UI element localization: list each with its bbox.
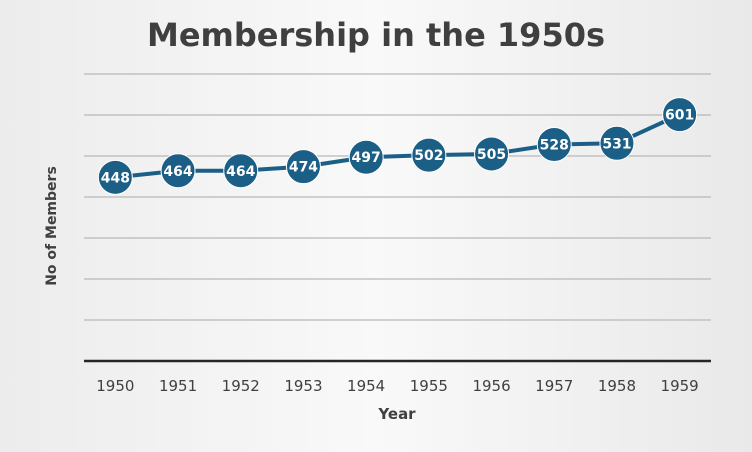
data-point (285, 149, 321, 185)
data-point (599, 125, 635, 161)
data-label: 601 (665, 108, 694, 124)
x-tick-label: 1952 (222, 377, 260, 395)
data-label: 464 (226, 164, 255, 180)
data-point (97, 159, 133, 195)
x-axis-label: Year (378, 405, 416, 423)
x-tick-label: 1959 (661, 377, 699, 395)
x-tick-label: 1957 (535, 377, 573, 395)
data-label: 528 (540, 138, 569, 154)
x-tick-label: 1951 (159, 377, 197, 395)
data-point (223, 153, 259, 189)
data-point (536, 127, 572, 163)
x-tick-label: 1954 (347, 377, 385, 395)
data-point (662, 97, 698, 133)
chart-title: Membership in the 1950s (146, 16, 606, 54)
x-tick-label: 1953 (284, 377, 322, 395)
data-point (474, 136, 510, 172)
data-label: 531 (602, 136, 631, 152)
data-point (411, 137, 447, 173)
x-tick-label: 1956 (472, 377, 510, 395)
data-point (160, 153, 196, 189)
data-label: 502 (414, 148, 443, 164)
data-label: 448 (101, 170, 130, 186)
data-label: 464 (163, 164, 192, 180)
x-tick-label: 1958 (598, 377, 636, 395)
data-point (348, 139, 384, 175)
x-tick-label: 1950 (96, 377, 134, 395)
x-tick-label: 1955 (410, 377, 448, 395)
data-label: 497 (352, 150, 381, 166)
data-label: 474 (289, 160, 318, 176)
series-line (115, 112, 681, 180)
data-label: 505 (477, 147, 506, 163)
